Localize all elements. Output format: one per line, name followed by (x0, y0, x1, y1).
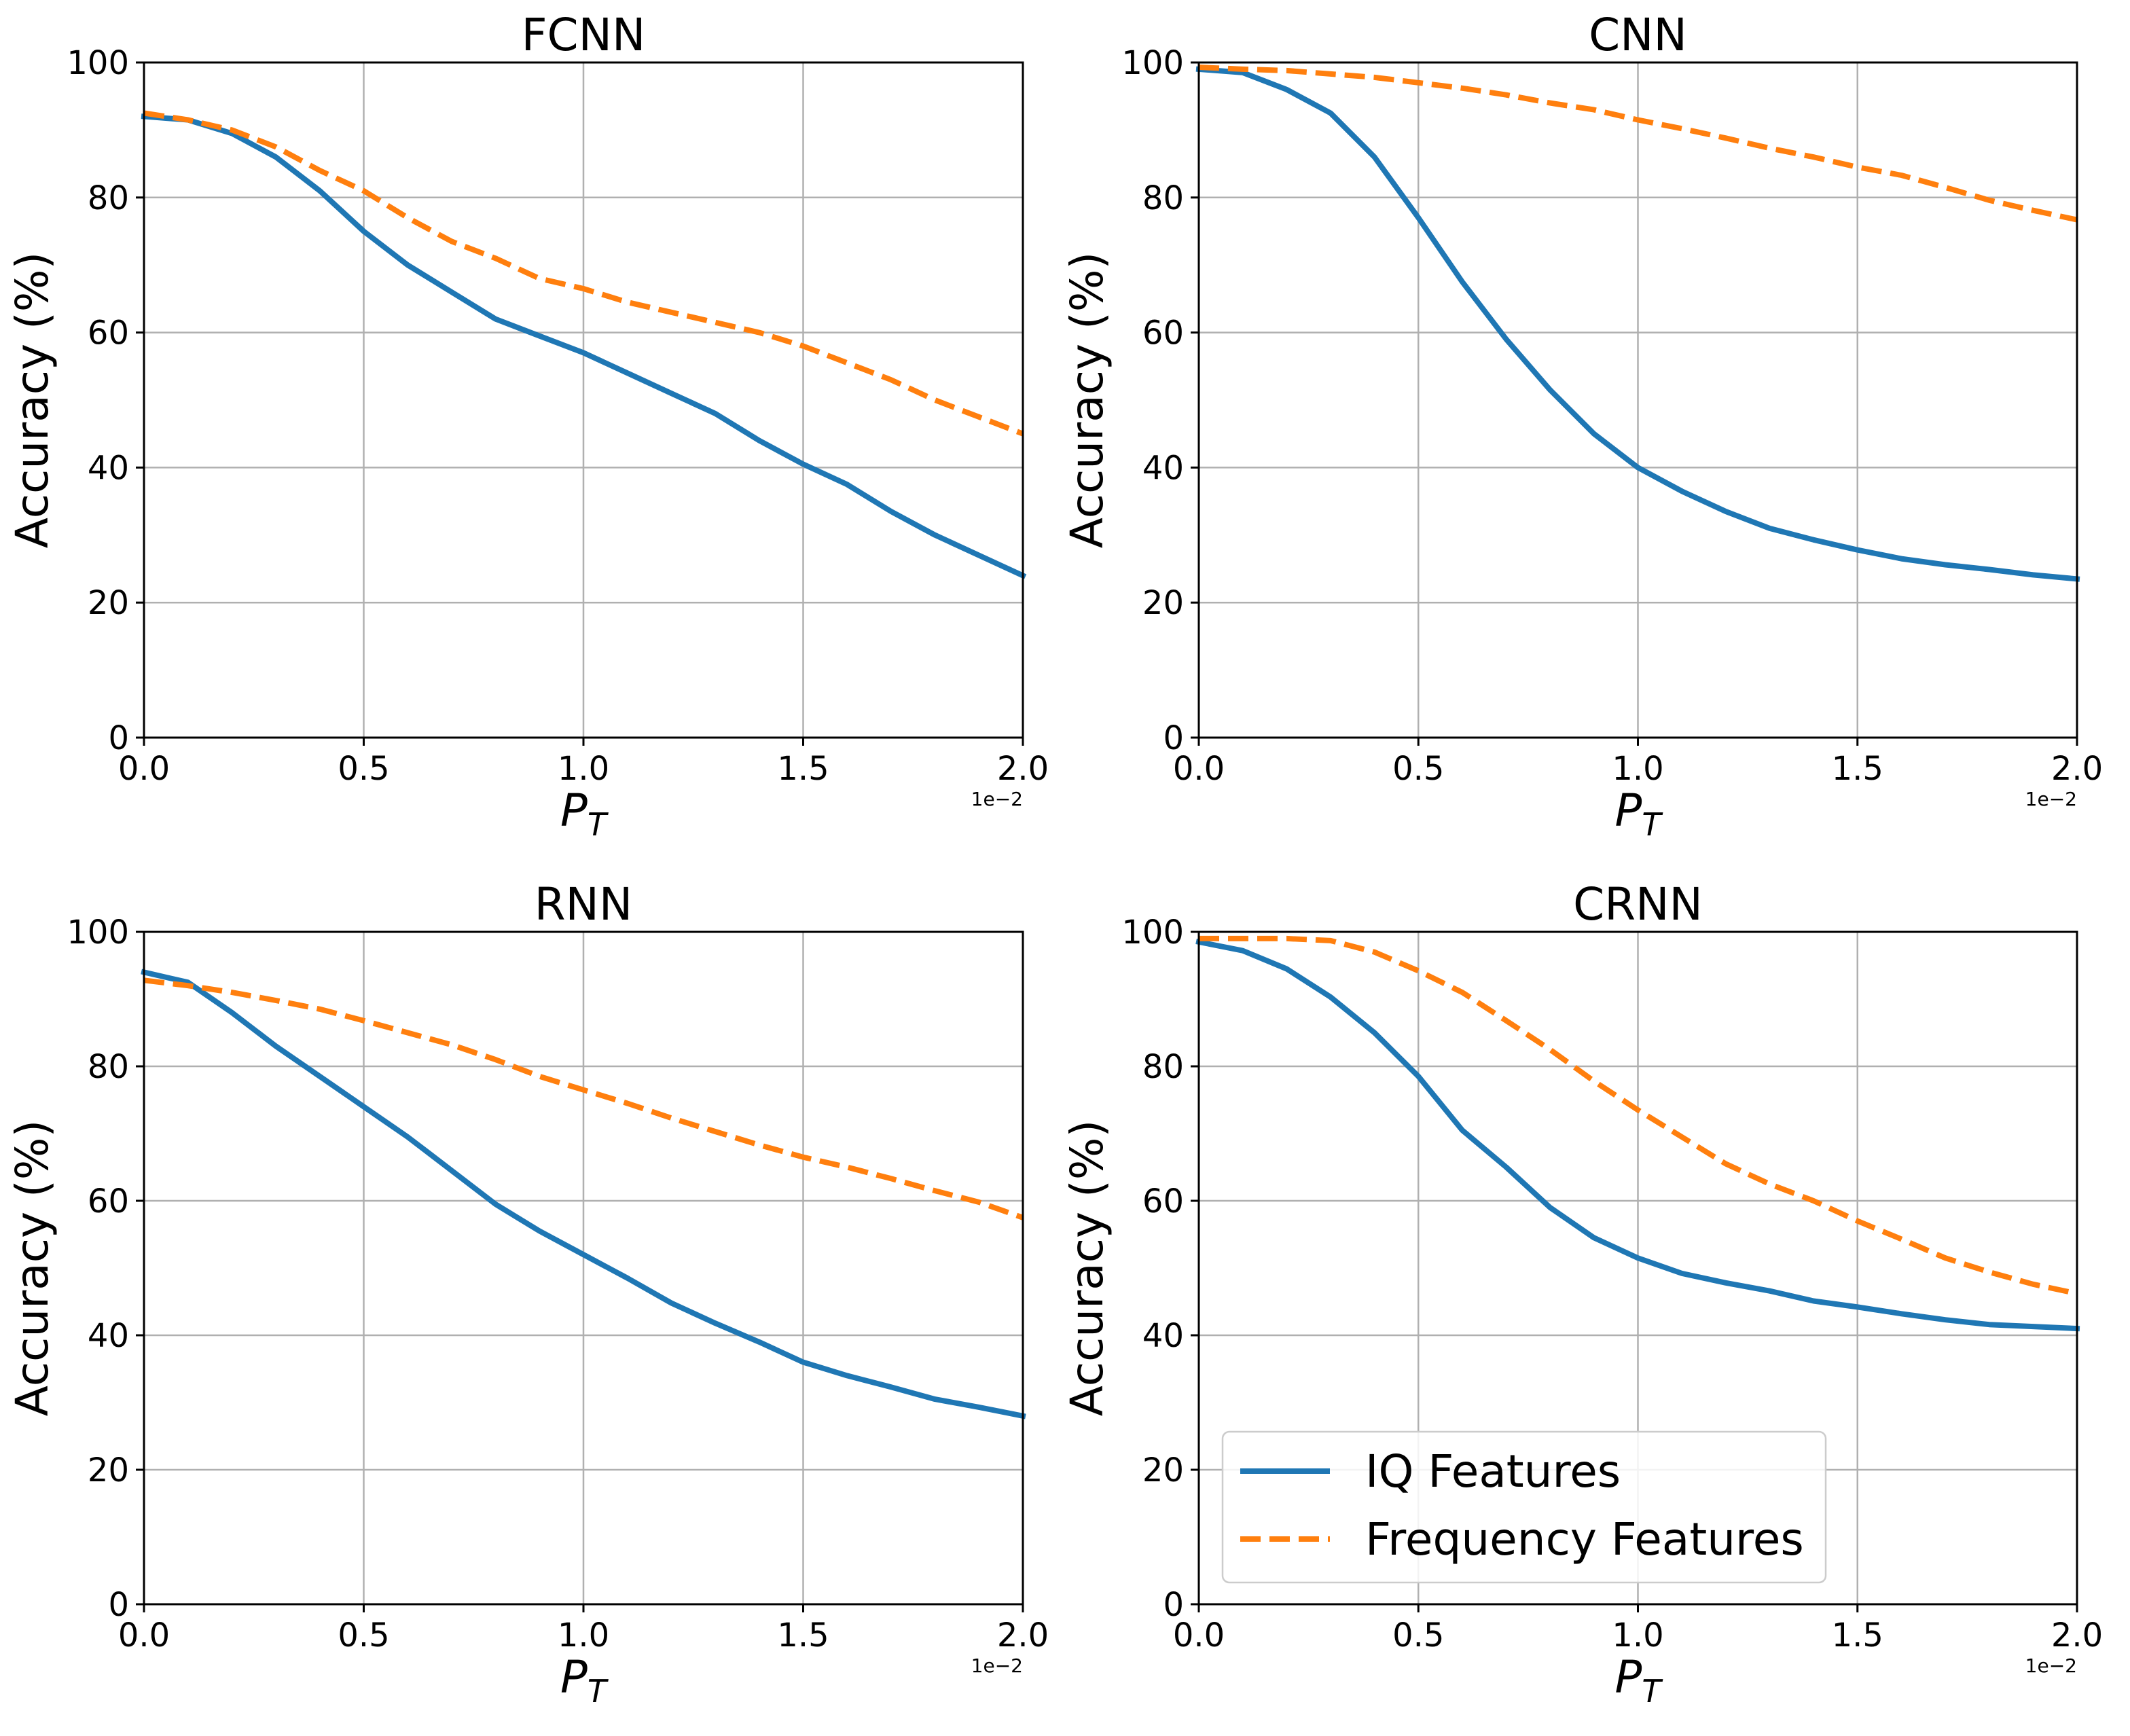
x-axis-label: PT (1615, 1651, 1664, 1710)
y-tick-label: 80 (88, 1048, 129, 1086)
y-tick-label: 60 (1142, 1182, 1184, 1220)
y-tick-label: 20 (1142, 584, 1184, 622)
y-axis-label: Accuracy (%) (6, 252, 58, 549)
y-tick-label: 80 (1142, 1048, 1184, 1086)
y-axis-label: Accuracy (%) (1061, 1120, 1113, 1417)
y-tick-label: 80 (88, 179, 129, 217)
x-tick-label: 0.5 (338, 750, 389, 788)
y-tick-label: 40 (1142, 1317, 1184, 1355)
x-axis-label-subscript: T (1642, 806, 1663, 843)
x-axis-label: PT (1615, 784, 1664, 843)
subplot-crnn: 0.0 0.5 1.0 1.5 2.0 0 20 40 60 80 100 CRNN Accuracy … (1061, 878, 2103, 1710)
x-tick-label: 2.0 (2051, 1616, 2103, 1654)
subplot-title: RNN (535, 878, 633, 930)
x-axis-label-subscript: T (1642, 1673, 1663, 1710)
subplot-title: CNN (1589, 9, 1687, 61)
y-tick-label: 0 (1163, 719, 1184, 757)
y-axis-label: Accuracy (%) (6, 1120, 58, 1417)
x-tick-label: 1.5 (1832, 1616, 1883, 1654)
x-axis-label-main: P (560, 784, 588, 837)
y-tick-label: 20 (88, 584, 129, 622)
legend-label: IQ Features (1365, 1445, 1621, 1498)
x-tick-label: 1.5 (777, 1616, 829, 1654)
y-tick-label: 40 (88, 449, 129, 487)
frequency-features-line (143, 110, 1024, 437)
x-offset-label: 1e−2 (971, 788, 1023, 810)
y-tick-label: 80 (1142, 179, 1184, 217)
x-axis-label: PT (560, 784, 609, 843)
x-offset-label: 1e−2 (971, 1654, 1023, 1677)
y-tick-label: 20 (88, 1451, 129, 1489)
x-axis-label-main: P (560, 1651, 588, 1703)
legend: IQ Features Frequency Features (1221, 1430, 1827, 1584)
x-tick-label: 0.5 (1392, 1616, 1444, 1654)
x-tick-label: 2.0 (997, 750, 1049, 788)
subplot-title: CRNN (1573, 878, 1703, 930)
legend-label: Frequency Features (1365, 1513, 1804, 1566)
x-axis-label-subscript: T (588, 806, 609, 843)
y-tick-label: 40 (88, 1317, 129, 1355)
x-tick-label: 0.5 (1392, 750, 1444, 788)
legend-box (1221, 1430, 1827, 1584)
frequency-features-line (1198, 65, 2078, 223)
x-tick-label: 2.0 (2051, 750, 2103, 788)
y-tick-label: 60 (88, 1182, 129, 1220)
x-tick-label: 0.0 (1173, 1616, 1225, 1654)
x-tick-label: 0.5 (338, 1616, 389, 1654)
iq-features-line (1195, 939, 2080, 1332)
y-tick-label: 0 (1163, 1586, 1184, 1624)
subplot-rnn: 0.0 0.5 1.0 1.5 2.0 0 20 40 60 80 100 RNN Accuracy (… (6, 878, 1049, 1710)
y-tick-label: 100 (67, 44, 129, 82)
iq-features-line (141, 969, 1026, 1419)
y-tick-label: 40 (1142, 449, 1184, 487)
y-tick-label: 100 (67, 914, 129, 952)
y-tick-label: 60 (88, 314, 129, 352)
x-axis-label-main: P (1615, 784, 1642, 837)
x-offset-label: 1e−2 (2025, 1654, 2077, 1677)
iq-features-line (1195, 66, 2080, 582)
iq-features-line (141, 113, 1027, 579)
y-axis-label: Accuracy (%) (1061, 252, 1113, 549)
x-tick-label: 1.0 (558, 750, 609, 788)
x-offset-label: 1e−2 (2025, 788, 2077, 810)
y-tick-label: 0 (108, 719, 129, 757)
y-tick-label: 100 (1121, 44, 1184, 82)
x-tick-label: 1.5 (777, 750, 829, 788)
x-tick-label: 1.0 (1612, 1616, 1663, 1654)
x-tick-label: 0.0 (118, 750, 170, 788)
x-axis-label-main: P (1615, 1651, 1642, 1703)
y-tick-label: 60 (1142, 314, 1184, 352)
frequency-features-line (143, 977, 1024, 1220)
x-tick-label: 0.0 (1173, 750, 1225, 788)
x-tick-label: 0.0 (118, 1616, 170, 1654)
y-tick-label: 100 (1121, 914, 1184, 952)
x-tick-label: 2.0 (997, 1616, 1049, 1654)
x-axis-label-subscript: T (588, 1673, 609, 1710)
y-tick-label: 0 (108, 1586, 129, 1624)
subplot-title: FCNN (522, 9, 646, 61)
y-tick-label: 20 (1142, 1451, 1184, 1489)
x-tick-label: 1.5 (1832, 750, 1883, 788)
subplot-cnn: 0.0 0.5 1.0 1.5 2.0 0 20 40 60 80 100 CNN Accuracy (… (1061, 9, 2103, 843)
x-tick-label: 1.0 (1612, 750, 1663, 788)
x-tick-label: 1.0 (558, 1616, 609, 1654)
subplot-fcnn: 0.0 0.5 1.0 1.5 2.0 0 20 40 60 80 100 FCNN Accuracy … (6, 9, 1049, 843)
frequency-features-line (1199, 935, 2078, 1297)
x-axis-label: PT (560, 1651, 609, 1710)
